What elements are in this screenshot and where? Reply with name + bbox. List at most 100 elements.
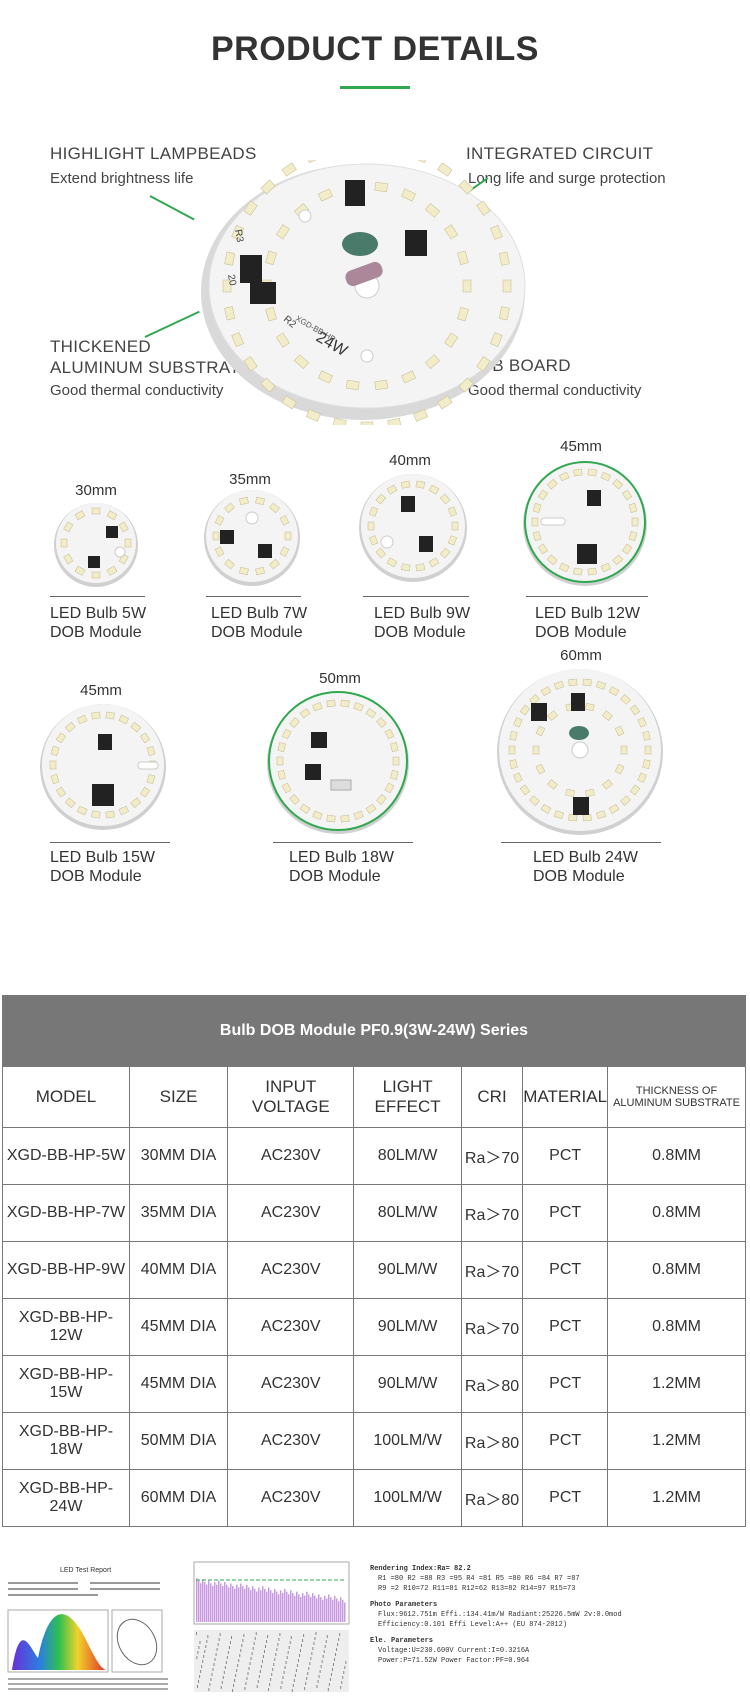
noise-mark	[276, 1648, 278, 1651]
led-chip	[279, 546, 290, 557]
led-chip	[509, 759, 518, 770]
led-chip	[637, 717, 647, 728]
led-chip	[587, 567, 597, 576]
flux-bar	[228, 1587, 230, 1622]
led-chip	[629, 704, 641, 716]
noise-mark	[314, 1637, 316, 1640]
noise-mark	[321, 1660, 323, 1663]
cell-light-effect: 90LM/W	[353, 1298, 462, 1356]
led-chip	[553, 810, 565, 820]
cell-voltage: AC230V	[227, 1469, 355, 1527]
module-name-line2: DOB Module	[374, 624, 466, 641]
noise-mark	[316, 1685, 318, 1688]
cell-cri: Ra＞70	[460, 1298, 524, 1356]
led-chip	[413, 408, 429, 422]
noise-mark	[318, 1675, 320, 1678]
led-chip	[498, 306, 510, 321]
table-row: XGD-BB-HP-15W 45MM DIA AC230V 90LM/W Ra＞80 PC…	[2, 1355, 746, 1413]
cell-thickness: 0.8MM	[607, 1184, 746, 1242]
cell-voltage: AC230V	[227, 1298, 355, 1356]
module-18w-name: LED Bulb 18W DOB Module	[289, 848, 394, 886]
noise-mark	[265, 1645, 267, 1648]
module-15w-image	[40, 704, 166, 830]
led-chip	[105, 711, 115, 720]
noise-mark	[325, 1640, 327, 1643]
ele-parameters-line: Power:P=71.52W Power Factor:PF=0.964	[378, 1657, 530, 1665]
led-chip	[553, 680, 565, 690]
led-chip	[91, 507, 101, 515]
flux-bar	[282, 1592, 284, 1622]
flux-bar	[206, 1584, 208, 1622]
led-chip	[299, 708, 311, 719]
noise-mark	[251, 1652, 253, 1655]
noise-mark	[301, 1644, 303, 1647]
led-chip	[224, 502, 235, 514]
noise-mark	[299, 1654, 300, 1657]
flux-bar	[216, 1584, 218, 1622]
flux-bar	[204, 1582, 206, 1622]
cell-voltage: AC230V	[227, 1127, 355, 1185]
module-7w-image	[204, 490, 300, 586]
flux-bar	[208, 1580, 210, 1622]
table-banner: Bulb DOB Module PF0.9(3W-24W) Series	[2, 995, 746, 1067]
noise-mark	[225, 1661, 227, 1664]
feature-lampbeads-title: HIGHLIGHT LAMPBEADS	[50, 144, 257, 163]
noise-mark	[270, 1678, 272, 1681]
led-chip	[565, 788, 576, 798]
feature-substrate-subtitle: Good thermal conductivity	[50, 382, 224, 399]
led-chip	[532, 745, 540, 755]
led-chip	[628, 531, 638, 542]
feature-pcb-subtitle: Good thermal conductivity	[468, 382, 642, 399]
flux-bar	[330, 1597, 332, 1622]
flux-bar	[200, 1583, 202, 1622]
module-12w-name: LED Bulb 12W DOB Module	[535, 604, 640, 642]
led-chip	[602, 710, 613, 721]
flux-bar	[252, 1586, 254, 1622]
noise-mark	[213, 1663, 215, 1666]
col-header-cri: CRI	[460, 1066, 524, 1128]
led-chip	[413, 160, 429, 164]
led-chip	[584, 702, 595, 712]
noise-mark	[196, 1656, 198, 1659]
led-chip	[353, 702, 364, 712]
led-chip	[600, 471, 612, 482]
flux-bar	[232, 1586, 234, 1622]
noise-mark	[313, 1642, 315, 1645]
noise-mark	[271, 1673, 273, 1676]
leader-line	[144, 310, 200, 338]
led-chip	[277, 769, 286, 780]
noise-mark	[292, 1684, 294, 1687]
noise-mark	[338, 1638, 340, 1641]
led-chip	[458, 377, 474, 393]
noise-mark	[250, 1657, 252, 1660]
pcb-ref-label: R3	[232, 229, 245, 244]
led-chip	[50, 745, 60, 756]
photo-parameters-title: Photo Parameters	[370, 1601, 438, 1609]
flux-bar	[256, 1591, 258, 1622]
led-chip	[212, 531, 220, 541]
led-chip	[642, 759, 651, 770]
led-chip	[374, 181, 389, 193]
led-chip	[608, 803, 620, 814]
cell-voltage: AC230V	[227, 1355, 355, 1413]
flux-bar	[302, 1593, 304, 1622]
noise-mark	[302, 1639, 304, 1642]
led-chip	[279, 515, 290, 526]
module-24w-image	[497, 669, 663, 835]
noise-mark	[221, 1681, 223, 1684]
flux-bar	[246, 1584, 248, 1622]
table-row: XGD-BB-HP-5W 30MM DIA AC230V 80LM/W Ra＞70 PCT…	[2, 1127, 746, 1185]
led-chip	[239, 496, 249, 506]
noise-mark	[274, 1658, 276, 1661]
led-chip	[243, 200, 258, 216]
noise-mark	[235, 1674, 237, 1677]
col-header-material: MATERIAL	[522, 1066, 609, 1128]
flux-bar	[308, 1594, 310, 1622]
led-chip	[340, 814, 350, 823]
noise-mark	[273, 1663, 275, 1666]
module-name-line2: DOB Module	[535, 624, 627, 641]
flux-bar	[242, 1586, 244, 1622]
noise-mark	[248, 1667, 250, 1670]
led-chip	[612, 478, 624, 490]
led-chip	[139, 732, 151, 744]
